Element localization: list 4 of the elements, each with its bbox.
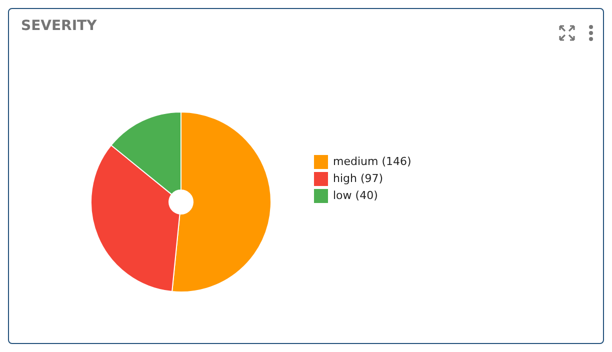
chart-title: SEVERITY: [21, 18, 97, 34]
legend-label: medium (146): [333, 155, 412, 168]
legend-label: high (97): [333, 172, 384, 185]
legend-label: low (40): [333, 189, 378, 202]
